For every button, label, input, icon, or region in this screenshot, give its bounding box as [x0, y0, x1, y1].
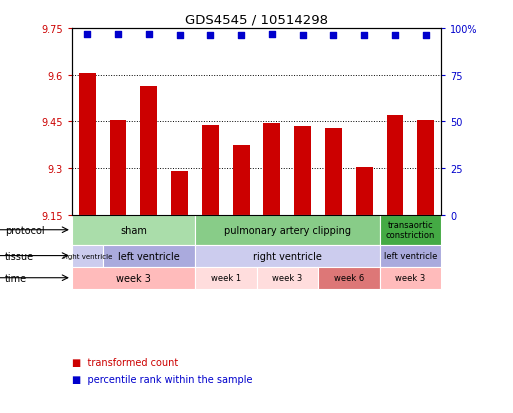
Text: week 3: week 3: [116, 273, 151, 283]
Bar: [318, 267, 380, 289]
Bar: [195, 267, 256, 289]
Bar: [195, 216, 380, 245]
Bar: [387, 116, 404, 216]
Text: time: time: [5, 273, 27, 283]
Bar: [380, 216, 441, 245]
Text: left ventricle: left ventricle: [384, 252, 437, 261]
Text: right ventricle: right ventricle: [63, 253, 112, 259]
Text: ■  percentile rank within the sample: ■ percentile rank within the sample: [72, 374, 252, 384]
Bar: [325, 128, 342, 216]
Point: [329, 33, 338, 40]
Text: week 6: week 6: [334, 273, 364, 282]
Bar: [72, 245, 103, 267]
Point: [175, 33, 184, 40]
Bar: [72, 216, 195, 245]
Bar: [103, 245, 195, 267]
Text: sham: sham: [120, 225, 147, 235]
Text: protocol: protocol: [5, 225, 45, 235]
Point: [391, 33, 399, 40]
Bar: [202, 125, 219, 216]
Bar: [140, 86, 157, 216]
Bar: [294, 127, 311, 216]
Bar: [380, 267, 441, 289]
Point: [237, 33, 245, 40]
Point: [360, 33, 368, 40]
Text: week 3: week 3: [396, 273, 425, 282]
Text: ■  transformed count: ■ transformed count: [72, 358, 178, 368]
Point: [268, 31, 276, 38]
Text: pulmonary artery clipping: pulmonary artery clipping: [224, 225, 351, 235]
Point: [206, 33, 214, 40]
Bar: [232, 145, 249, 216]
Bar: [256, 267, 318, 289]
Bar: [418, 121, 434, 216]
Bar: [72, 267, 195, 289]
Bar: [110, 121, 126, 216]
Bar: [264, 124, 280, 216]
Bar: [195, 245, 380, 267]
Title: GDS4545 / 10514298: GDS4545 / 10514298: [185, 13, 328, 26]
Text: week 3: week 3: [272, 273, 302, 282]
Bar: [356, 167, 372, 216]
Text: week 1: week 1: [211, 273, 241, 282]
Text: tissue: tissue: [5, 251, 34, 261]
Text: transaortic
constriction: transaortic constriction: [386, 221, 435, 240]
Bar: [79, 74, 95, 216]
Point: [145, 31, 153, 38]
Text: right ventricle: right ventricle: [253, 251, 322, 261]
Text: left ventricle: left ventricle: [118, 251, 180, 261]
Point: [83, 31, 91, 38]
Point: [299, 33, 307, 40]
Bar: [171, 172, 188, 216]
Bar: [380, 245, 441, 267]
Point: [114, 31, 122, 38]
Point: [422, 33, 430, 40]
